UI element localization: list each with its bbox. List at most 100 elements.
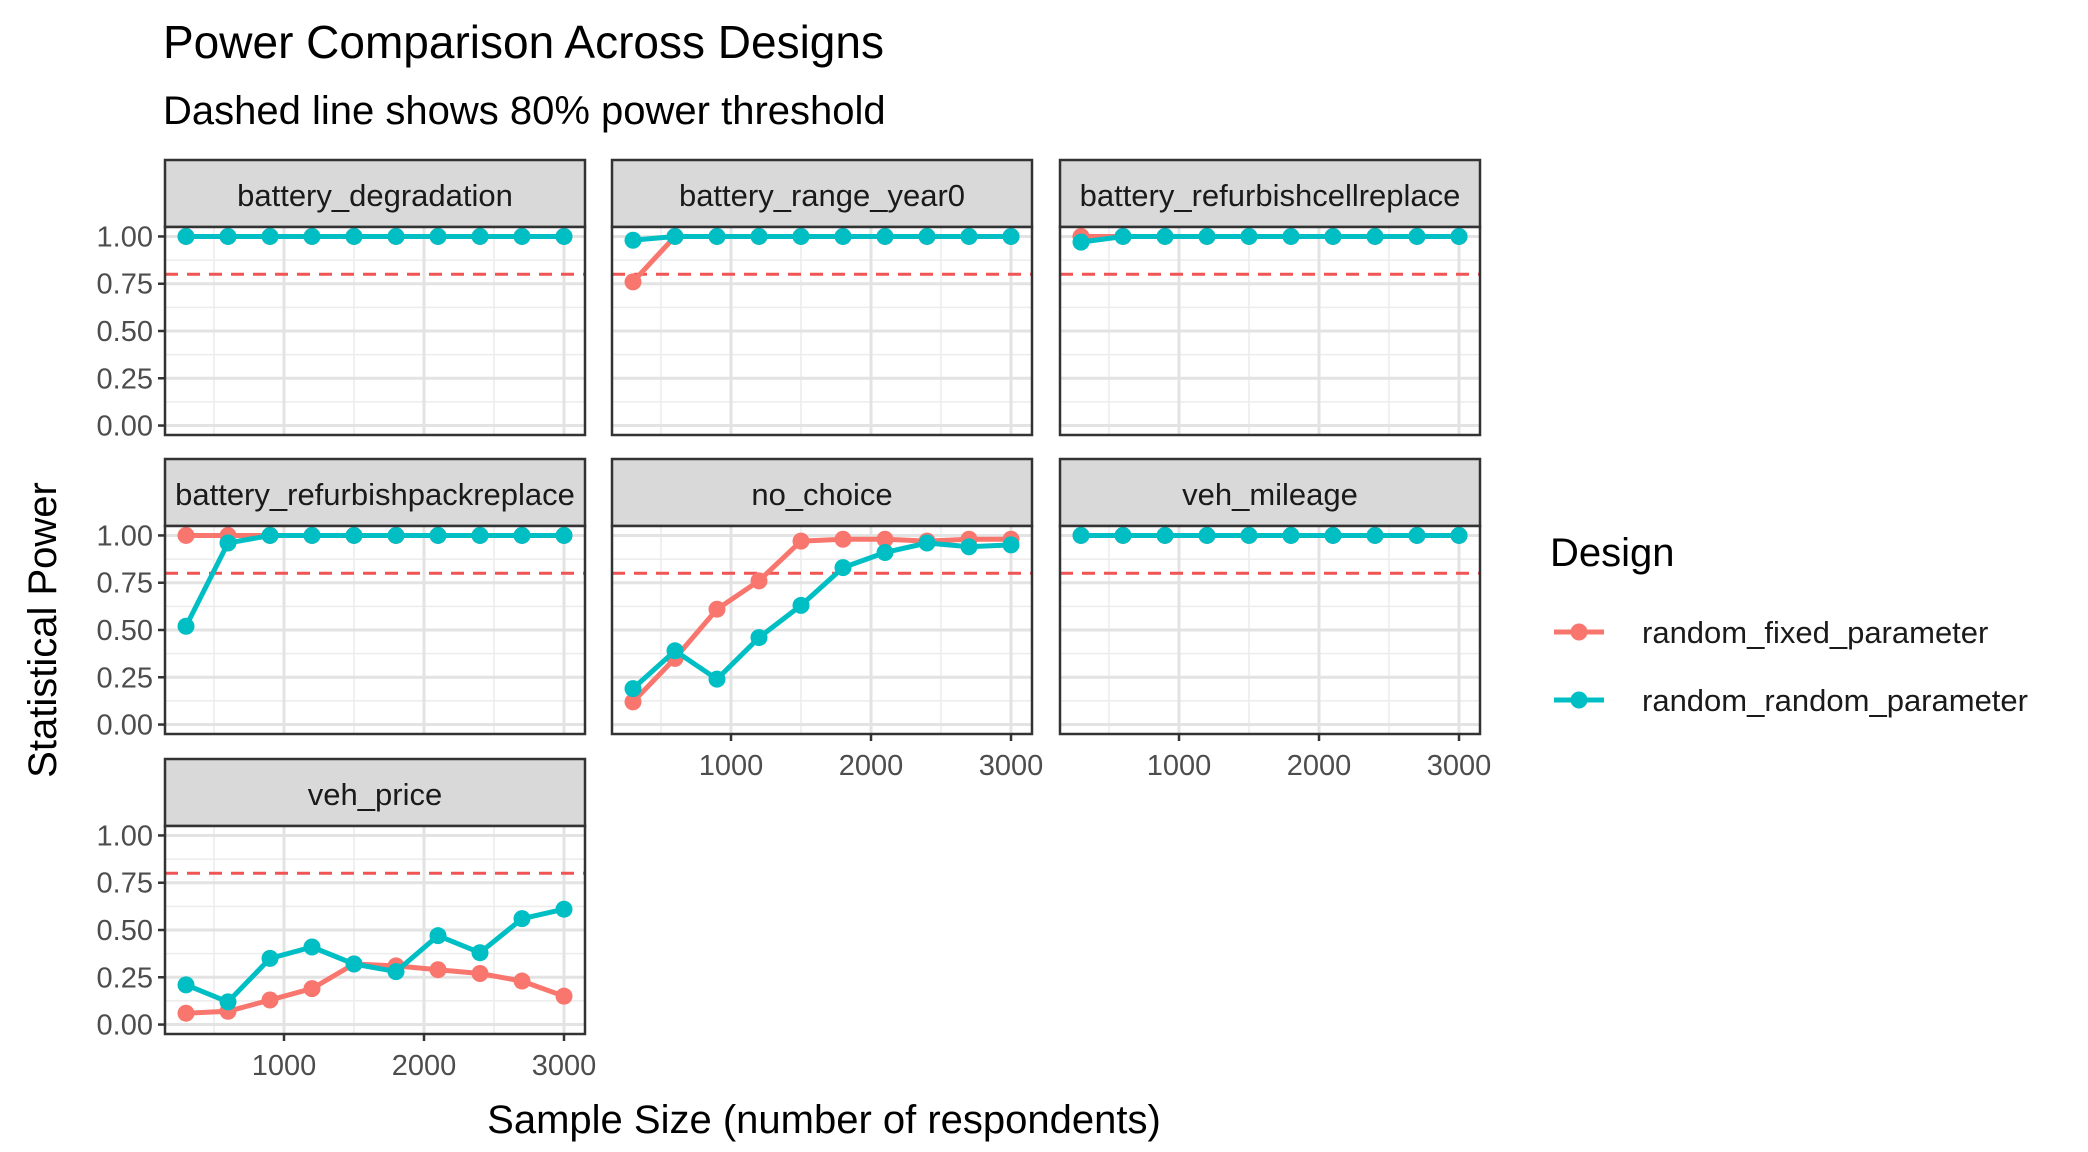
y-tick-label: 0.75 [97, 269, 153, 301]
data-point [303, 980, 321, 998]
x-tick-label: 1000 [252, 1050, 317, 1082]
data-point [177, 617, 195, 635]
x-axis-label: Sample Size (number of respondents) [487, 1098, 1161, 1142]
facet-strip-label: veh_mileage [1182, 477, 1358, 512]
data-point [513, 227, 531, 245]
data-point [1156, 227, 1174, 245]
series-line-random_fixed_parameter [185, 961, 565, 1016]
x-tick-label: 2000 [1287, 750, 1352, 782]
data-point [666, 642, 684, 660]
series-line-random_fixed_parameter [631, 536, 1011, 704]
facet-panel-battery_refurbishcellreplace: battery_refurbishcellreplace [1058, 158, 1482, 437]
data-point [1282, 526, 1300, 544]
legend-entry-label: random_random_parameter [1642, 683, 2028, 718]
y-tick-label: 0.25 [97, 363, 153, 395]
data-point [177, 1004, 195, 1022]
y-axis-label: Statistical Power [21, 482, 65, 778]
data-point [513, 972, 531, 990]
y-tick-label: 0.25 [97, 662, 153, 694]
series-line-random_random_parameter [185, 906, 565, 1005]
data-point [624, 231, 642, 249]
y-tick-label: 0.75 [97, 868, 153, 900]
data-point [876, 227, 894, 245]
y-tick-label: 0.25 [97, 962, 153, 994]
data-point [750, 227, 768, 245]
facet-panel-battery_degradation: battery_degradation 0.00 0.25 0.50 0.75 1.00 [97, 158, 587, 443]
facet-strip [163, 457, 587, 528]
data-point [177, 976, 195, 994]
data-point [429, 927, 447, 945]
data-point [1114, 526, 1132, 544]
x-tick-label: 3000 [1427, 750, 1492, 782]
data-point [303, 227, 321, 245]
data-point [876, 530, 894, 548]
data-point [834, 227, 852, 245]
series-line-random_random_parameter [1080, 234, 1459, 245]
data-point [429, 227, 447, 245]
panel-border [1058, 524, 1482, 736]
facet-panel-no_choice: no_choice 1000 2000 3000 [610, 457, 1043, 782]
data-point [792, 227, 810, 245]
data-point [261, 526, 279, 544]
data-point [1002, 536, 1020, 554]
facet-strip-label: veh_price [308, 777, 442, 812]
facet-strip [610, 457, 1034, 528]
data-point [1002, 227, 1020, 245]
facet-strip [1058, 457, 1482, 528]
panel-border [610, 524, 1034, 736]
data-point [624, 273, 642, 291]
facet-strip-label: battery_refurbishpackreplace [175, 477, 575, 512]
legend-title: Design [1550, 531, 1675, 575]
x-tick-label: 3000 [532, 1050, 597, 1082]
data-point [261, 227, 279, 245]
facet-panels: battery_degradation0.000.250.500.751.00b… [97, 158, 1492, 1082]
facet-panel-battery_refurbishpackreplace: battery_refurbishpackreplace 0.00 0.25 0.50… [97, 457, 587, 742]
data-point [708, 227, 726, 245]
data-point [1282, 227, 1300, 245]
y-tick-label: 1.00 [97, 820, 153, 852]
data-point [303, 526, 321, 544]
data-point [219, 534, 237, 552]
data-point [471, 227, 489, 245]
data-point [1408, 227, 1426, 245]
data-point [1240, 526, 1258, 544]
data-point [471, 526, 489, 544]
x-tick-label: 2000 [392, 1050, 457, 1082]
data-point [471, 944, 489, 962]
data-point [1156, 526, 1174, 544]
data-point [177, 227, 195, 245]
y-tick-label: 0.00 [97, 411, 153, 443]
data-point [555, 900, 573, 918]
panel-border [610, 225, 1034, 437]
data-point [471, 964, 489, 982]
x-tick-label: 2000 [839, 750, 904, 782]
data-point [750, 572, 768, 590]
series-line-random_random_parameter [183, 533, 564, 628]
chart-subtitle: Dashed line shows 80% power threshold [163, 89, 886, 133]
data-point [1198, 526, 1216, 544]
data-point [303, 938, 321, 956]
legend-key-point [1570, 691, 1588, 709]
facet-strip-label: battery_refurbishcellreplace [1080, 178, 1461, 213]
x-tick-label: 1000 [1147, 750, 1212, 782]
data-point [792, 596, 810, 614]
legend-key-point [1570, 623, 1588, 641]
facet-strip [163, 158, 587, 229]
series-line-random_random_parameter [632, 234, 1011, 243]
data-point [219, 227, 237, 245]
data-point [387, 227, 405, 245]
data-point [513, 910, 531, 928]
data-point [624, 693, 642, 711]
y-tick-label: 0.00 [97, 710, 153, 742]
data-point [708, 670, 726, 688]
data-point [1324, 526, 1342, 544]
legend-entry-label: random_fixed_parameter [1642, 615, 1988, 650]
data-point [1114, 227, 1132, 245]
facet-strip-label: battery_degradation [237, 178, 513, 213]
chart-title: Power Comparison Across Designs [163, 16, 884, 68]
data-point [345, 955, 363, 973]
data-point [1198, 227, 1216, 245]
facet-strip [163, 757, 587, 828]
data-point [261, 991, 279, 1009]
